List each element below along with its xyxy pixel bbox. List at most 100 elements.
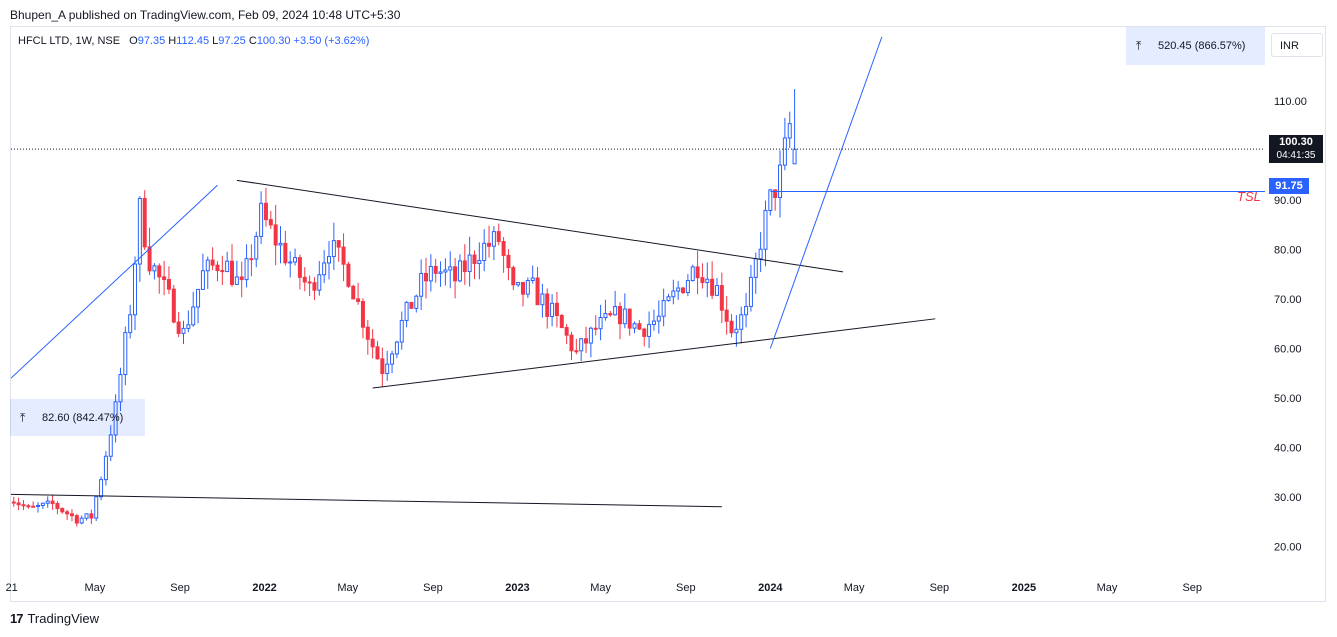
candle-body bbox=[205, 259, 210, 272]
candle-body bbox=[482, 242, 487, 262]
candle-body bbox=[181, 327, 186, 334]
candle-body bbox=[31, 505, 36, 508]
price-axis: 20.00 30.00 40.00 50.00 60.00 70.00 80.00 90.00… bbox=[1274, 96, 1308, 553]
candle bbox=[724, 296, 729, 335]
candle-body bbox=[584, 338, 589, 344]
candle bbox=[787, 111, 792, 149]
candle-body bbox=[530, 277, 535, 281]
candle bbox=[525, 277, 530, 298]
candle-body bbox=[307, 281, 312, 284]
candle-body bbox=[419, 272, 424, 297]
tsl-price-tag: 91.75 bbox=[1269, 178, 1309, 194]
candle bbox=[11, 496, 16, 507]
footer-brand[interactable]: 17 TradingView bbox=[10, 611, 99, 626]
candle bbox=[322, 250, 327, 284]
candle bbox=[695, 251, 700, 295]
candle-body bbox=[491, 231, 496, 247]
candle bbox=[637, 320, 642, 330]
tsl-label: TSL bbox=[1237, 189, 1261, 204]
time-tick-label: May bbox=[844, 582, 865, 594]
candle bbox=[302, 267, 307, 292]
candle bbox=[428, 254, 433, 292]
price-tick-label: 40.00 bbox=[1274, 442, 1302, 454]
candle-body bbox=[263, 202, 268, 221]
candle-body bbox=[45, 500, 50, 504]
measure-box-top[interactable]: ⤒ 520.45 (866.57%) bbox=[1126, 27, 1265, 65]
candle bbox=[758, 232, 763, 273]
candle bbox=[278, 226, 283, 264]
candle-body bbox=[511, 267, 516, 286]
candle-body bbox=[729, 320, 734, 334]
candle-body bbox=[297, 257, 302, 278]
measure-box-left[interactable]: ⤒ 82.60 (842.47%) bbox=[10, 399, 145, 436]
candle-body bbox=[554, 302, 559, 316]
tradingview-logo-icon: 17 bbox=[10, 611, 24, 626]
legend-l-label: L bbox=[212, 35, 219, 47]
candle-body bbox=[254, 235, 259, 260]
candle-body bbox=[550, 302, 555, 317]
time-tick-label: May bbox=[84, 582, 105, 594]
candle-body bbox=[627, 308, 632, 329]
candle bbox=[123, 326, 128, 386]
candle bbox=[457, 254, 462, 283]
candle bbox=[700, 263, 705, 289]
footer-brand-text: TradingView bbox=[27, 611, 100, 626]
legend-o-label: O bbox=[129, 35, 138, 47]
price-tick-label: 30.00 bbox=[1274, 492, 1302, 504]
candle bbox=[516, 281, 521, 288]
candle-body bbox=[283, 242, 288, 264]
candle bbox=[739, 306, 744, 344]
candle bbox=[210, 247, 215, 271]
legend-high: 112.45 bbox=[176, 35, 210, 47]
candle-body bbox=[685, 280, 690, 294]
candle bbox=[69, 509, 74, 522]
candles bbox=[11, 89, 797, 527]
candle bbox=[603, 299, 608, 321]
candle bbox=[559, 313, 564, 329]
candle-body bbox=[215, 264, 220, 272]
candle bbox=[157, 263, 162, 294]
candle bbox=[651, 309, 656, 331]
candle bbox=[414, 294, 419, 313]
candle bbox=[714, 277, 719, 296]
candle-body bbox=[351, 285, 356, 300]
candle-body bbox=[428, 265, 433, 282]
candle-body bbox=[603, 313, 608, 319]
candle-body bbox=[520, 281, 525, 295]
candle bbox=[632, 321, 637, 334]
candle bbox=[763, 200, 768, 267]
measure-icon: ⤒ bbox=[1136, 38, 1142, 53]
legend-h-label: H bbox=[168, 35, 177, 47]
candle-body bbox=[559, 314, 564, 329]
base-line-trendline bbox=[11, 493, 722, 508]
candle bbox=[375, 340, 380, 360]
candle bbox=[564, 324, 569, 345]
candle bbox=[676, 281, 681, 300]
candle-body bbox=[438, 271, 443, 274]
publisher-line: Bhupen_A published on TradingView.com, F… bbox=[10, 8, 401, 22]
candle-body bbox=[118, 374, 123, 403]
candle-body bbox=[331, 240, 336, 258]
candle bbox=[773, 189, 778, 211]
candle-body bbox=[89, 513, 94, 519]
ohlc-legend: HFCL LTD, 1W, NSE O97.35 H112.45 L97.25 … bbox=[18, 35, 369, 47]
currency-button[interactable]: INR bbox=[1271, 33, 1323, 57]
candle bbox=[438, 261, 443, 287]
candle bbox=[778, 150, 783, 218]
candle bbox=[579, 338, 584, 362]
candle bbox=[162, 261, 167, 296]
time-tick-label: Sep bbox=[423, 582, 443, 594]
candle-body bbox=[501, 241, 506, 256]
price-tick-label: 110.00 bbox=[1274, 96, 1307, 108]
candle-body bbox=[778, 164, 783, 198]
time-tick-label: 2022 bbox=[252, 582, 276, 594]
candle-body bbox=[719, 285, 724, 311]
candle-body bbox=[613, 306, 618, 316]
candle bbox=[710, 261, 715, 300]
candle-body bbox=[239, 276, 244, 281]
candle bbox=[404, 301, 409, 328]
candle-body bbox=[128, 314, 133, 334]
candle bbox=[647, 311, 652, 349]
candle-body bbox=[123, 332, 128, 376]
